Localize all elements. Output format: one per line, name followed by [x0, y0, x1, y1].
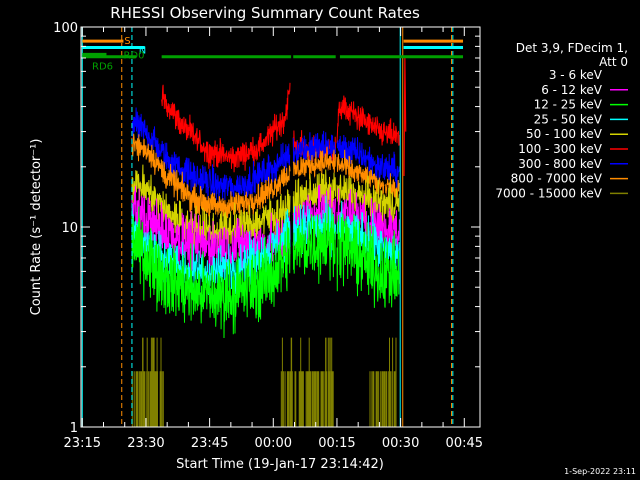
plot-frame: [80, 26, 481, 428]
x-tick-label: 23:45: [191, 436, 228, 451]
legend-header: Det 3,9, FDecim 1,: [516, 41, 628, 55]
axes: 1 10 100 23:15 23:30 23:45 00:00 00:15 00:30 00:4…: [53, 21, 483, 451]
y-tick-label: 10: [61, 221, 78, 236]
x-tick-label: 00:00: [255, 436, 292, 451]
chart-title: RHESSI Observing Summary Count Rates: [110, 4, 420, 22]
legend-label: 3 - 6 keV: [549, 68, 603, 82]
series-7000-15000keV: [131, 337, 397, 427]
legend-header: Att 0: [599, 55, 628, 69]
y-tick-label: 1: [70, 421, 78, 436]
x-axis-label: Start Time (19-Jan-17 23:14:42): [176, 457, 384, 472]
flag-label-N: N: [139, 45, 146, 56]
flag-label-RD0: RD0: [123, 50, 144, 61]
flag-label-RD6: RD6: [92, 62, 113, 73]
footer-date: 1-Sep-2022 23:11: [564, 467, 636, 476]
x-tick-label: 23:30: [127, 436, 164, 451]
x-tick-label: 00:15: [318, 436, 355, 451]
legend-label: 25 - 50 keV: [534, 112, 603, 126]
x-tick-label: 00:30: [382, 436, 419, 451]
y-axis-label: Count Rate (s⁻¹ detector⁻¹): [29, 139, 44, 316]
legend-label: 300 - 800 keV: [518, 157, 602, 171]
flag-label-S: S: [124, 36, 130, 47]
legend-label: 7000 - 15000 keV: [495, 186, 602, 200]
legend-label: 50 - 100 keV: [526, 127, 603, 141]
legend-label: 6 - 12 keV: [541, 83, 603, 97]
end-spike: [403, 57, 407, 176]
y-tick-label: 100: [53, 21, 78, 36]
legend-label: 800 - 7000 keV: [511, 172, 603, 186]
series-12-25keV: [131, 204, 400, 339]
legend-label: 12 - 25 keV: [534, 98, 603, 112]
x-tick-label: 23:15: [64, 436, 101, 451]
legend-label: 100 - 300 keV: [518, 142, 602, 156]
x-tick-label: 00:45: [446, 436, 483, 451]
